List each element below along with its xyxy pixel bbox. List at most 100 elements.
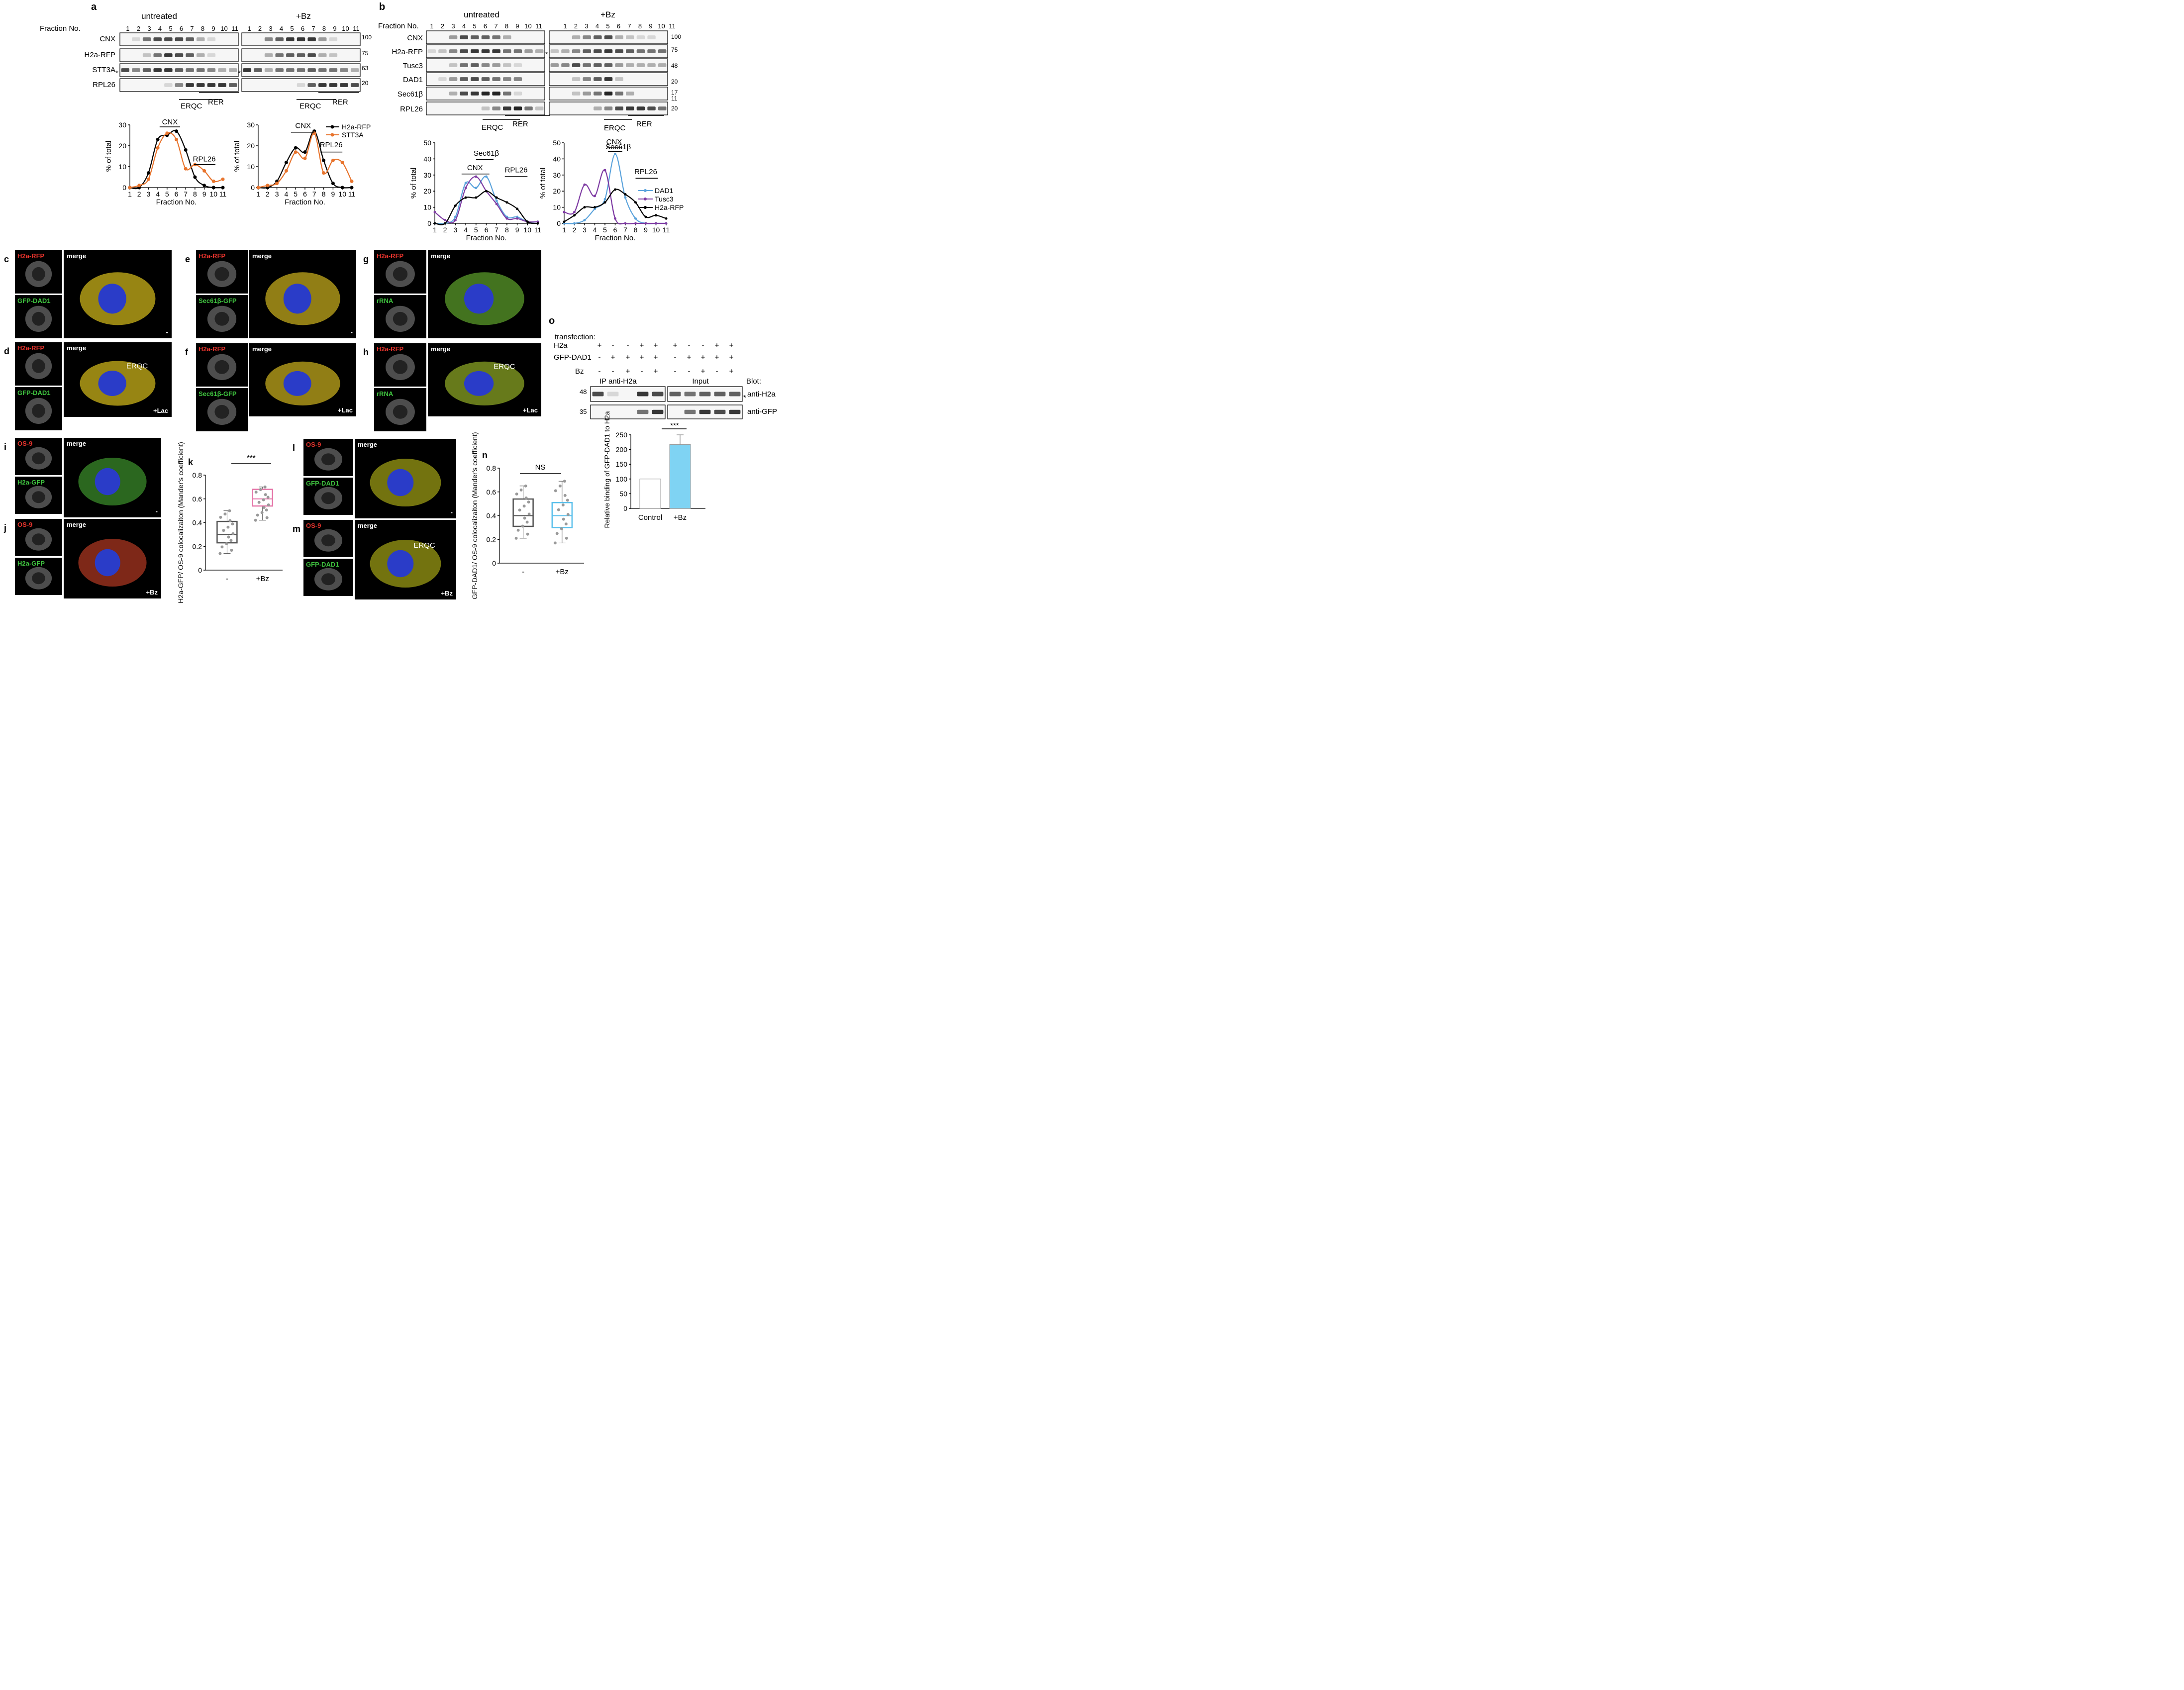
panel-d-label: d — [4, 346, 9, 356]
x-category-label: Control — [638, 513, 662, 522]
o-sign: - — [688, 367, 691, 376]
o-sign: + — [654, 341, 658, 350]
legend-label: STT3A — [342, 131, 364, 139]
mic-j-merge-nucleus — [95, 549, 120, 577]
series-point-Tusc3 — [624, 222, 627, 225]
mic-j-top-label: OS-9 — [17, 521, 32, 528]
b-blot-bz-band — [561, 49, 570, 53]
a-blot-untreated-band — [197, 68, 205, 72]
b-blot-bz-band — [594, 77, 602, 81]
x-tick-label: 6 — [613, 226, 617, 234]
b-frac-left: 10 — [524, 22, 531, 30]
b-rpl-label: RPL26 — [505, 166, 528, 175]
series-point-H2a-RFP — [634, 201, 637, 204]
y-tick-label: 10 — [553, 203, 561, 211]
mic-f-merge-nucleus — [283, 371, 311, 396]
b-blot-bz-band — [604, 63, 613, 67]
a-frac-left: 10 — [220, 25, 227, 32]
o-sign: - — [688, 341, 691, 350]
b-blot-untreated-band — [481, 35, 490, 39]
figure: a untreated +Bz Fraction No. 1 1 2 2 3 3 4 4 5 5 6 6 7 7 8… — [0, 0, 780, 603]
mic-h-bottom-label: rRNA — [377, 390, 394, 398]
y-tick-label: 200 — [616, 446, 628, 454]
o-input-gfp-band — [699, 409, 711, 414]
x-tick-label: 4 — [464, 226, 468, 234]
a-frac-left: 1 — [126, 25, 129, 32]
b-blot-bz-band — [583, 49, 591, 53]
b-frac-right: 8 — [638, 22, 642, 30]
x-tick-label: 9 — [202, 190, 206, 198]
mic-h-merge-nucleus — [464, 371, 494, 396]
mic-g-bottom-label: rRNA — [377, 297, 394, 304]
b-blot-label: DAD1 — [403, 76, 423, 84]
x-tick-label: 10 — [652, 226, 660, 234]
b-blot-untreated-band — [471, 63, 479, 67]
o-sign: + — [729, 341, 734, 350]
y-tick-label: 0.8 — [487, 464, 496, 472]
b-blot-bz-band — [594, 92, 602, 96]
y-tick-label: 40 — [423, 155, 431, 163]
o-row-label: Bz — [575, 367, 584, 376]
data-point — [228, 509, 231, 512]
o-sign: + — [640, 353, 644, 362]
y-tick-label: 10 — [247, 163, 255, 171]
y-tick-label: 50 — [553, 139, 561, 147]
a-blot-untreated-band — [175, 68, 184, 72]
y-tick-label: 0.2 — [487, 535, 496, 543]
series-point-STT3A — [275, 182, 279, 186]
b-blot-untreated-band — [492, 77, 500, 81]
b-blot-untreated-band — [492, 49, 500, 53]
a-blot-label: CNX — [99, 35, 115, 43]
series-point-H2a-RFP — [202, 184, 206, 188]
o-sign: - — [627, 341, 629, 350]
x-tick-label: 4 — [593, 226, 597, 234]
b-blot-bz-band — [658, 63, 667, 67]
a-blot-untreated-band — [164, 68, 173, 72]
a-frac-right: 8 — [322, 25, 326, 32]
a-frac-right: 5 — [290, 25, 294, 32]
b-frac-left: 6 — [484, 22, 487, 30]
a-blot-untreated-band — [121, 68, 130, 72]
x-tick-label: 11 — [348, 190, 356, 198]
mic-g-merge-nucleus — [464, 284, 494, 314]
a-blot-untreated-band — [228, 68, 237, 72]
o-input-h2a-band — [699, 392, 711, 397]
b-blot-untreated-band — [503, 106, 511, 110]
series-point-H2a-RFP — [184, 148, 188, 152]
a-blot-bz-band — [340, 68, 348, 72]
b-rer2: RER — [636, 120, 652, 128]
b-mw: 100 — [671, 33, 681, 40]
o-transfection: transfection: — [555, 333, 596, 341]
mic-h-erqc: ERQC — [494, 362, 515, 371]
b-mw: 48 — [671, 62, 678, 69]
a-blot-label: RPL26 — [93, 81, 115, 89]
data-point — [265, 516, 269, 519]
series-point-STT3A — [350, 179, 354, 183]
legend-label: Tusc3 — [655, 195, 674, 203]
data-point — [525, 520, 529, 524]
a-blot-untreated-band — [207, 53, 216, 57]
series-point-DAD1 — [634, 217, 637, 220]
b-blot-untreated-band — [513, 106, 522, 110]
y-tick-label: 0 — [623, 504, 627, 512]
data-point — [218, 552, 222, 555]
b-blot-bz-band — [636, 35, 645, 39]
x-tick-label: 3 — [147, 190, 151, 198]
series-point-H2a-RFP — [146, 171, 150, 175]
a-frac-right: 4 — [280, 25, 283, 32]
b-erqc: ERQC — [482, 123, 503, 132]
y-tick-label: 40 — [553, 155, 561, 163]
data-point — [263, 485, 267, 489]
mic-i-cond: - — [156, 507, 158, 515]
b2-sec-label: Sec61β — [605, 143, 631, 151]
series-point-DAD1 — [583, 219, 586, 222]
y-tick-label: 30 — [553, 171, 561, 179]
mic-e-merge-nucleus — [283, 284, 311, 314]
series-point-Tusc3 — [475, 175, 478, 178]
data-point — [265, 508, 268, 512]
x-axis-label: Fraction No. — [285, 198, 325, 206]
series-point-STT3A — [266, 184, 270, 188]
b-rer: RER — [512, 120, 528, 128]
b-blot-untreated-band — [460, 77, 468, 81]
o-ip-gfp-band — [637, 409, 649, 414]
